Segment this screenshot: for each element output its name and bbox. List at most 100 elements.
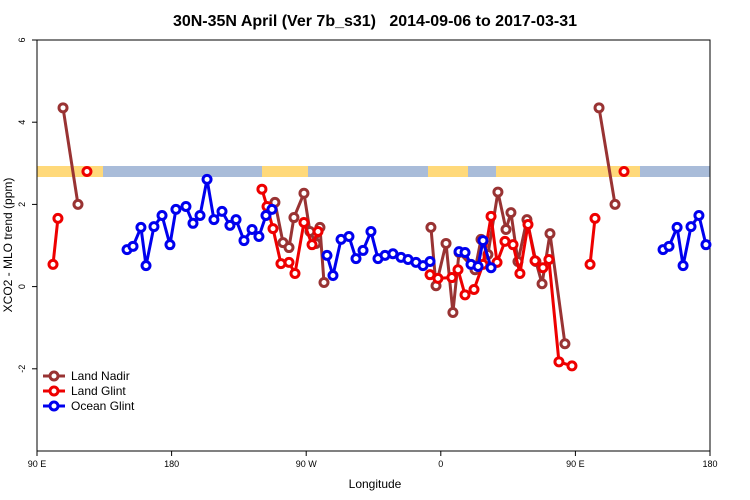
data-point	[357, 244, 369, 256]
data-point	[685, 221, 697, 233]
chart-title: 30N-35N April (Ver 7b_s31) 2014-09-06 to…	[173, 13, 577, 30]
data-point	[298, 216, 310, 228]
x-tick-label: 180	[164, 459, 179, 469]
data-point	[432, 272, 444, 284]
data-point	[72, 198, 84, 210]
data-point	[485, 210, 497, 222]
legend-label: Land Glint	[71, 384, 126, 398]
data-point	[492, 186, 504, 198]
data-point	[446, 272, 458, 284]
data-point	[522, 219, 534, 231]
data-point	[425, 221, 437, 233]
x-tick-label: 0	[438, 459, 443, 469]
data-point	[164, 239, 176, 251]
data-point	[663, 240, 675, 252]
data-point	[671, 221, 683, 233]
data-point	[677, 260, 689, 272]
data-point	[693, 209, 705, 221]
legend-label: Ocean Glint	[71, 399, 135, 413]
y-tick-label: 6	[17, 37, 27, 42]
data-point	[343, 230, 355, 242]
data-point	[537, 262, 549, 274]
legend-swatch-point	[48, 385, 60, 397]
y-axis-label: XCO2 - MLO trend (ppm)	[1, 178, 15, 313]
data-point	[201, 173, 213, 185]
data-point	[156, 209, 168, 221]
x-tick-label: 90 E	[566, 459, 585, 469]
data-point	[170, 203, 182, 215]
data-point	[544, 228, 556, 240]
data-point	[553, 356, 565, 368]
data-point	[365, 226, 377, 238]
y-tick-label: 2	[17, 202, 27, 207]
data-point	[298, 187, 310, 199]
data-point	[485, 262, 497, 274]
data-point	[224, 219, 236, 231]
data-point	[468, 283, 480, 295]
data-point	[289, 267, 301, 279]
data-point	[477, 235, 489, 247]
data-point	[459, 246, 471, 258]
data-point	[543, 253, 555, 265]
data-point	[57, 102, 69, 114]
y-tick-label: 4	[17, 120, 27, 125]
data-point	[306, 239, 318, 251]
x-tick-label: 90 W	[296, 459, 318, 469]
data-point	[500, 223, 512, 235]
data-point	[350, 253, 362, 265]
data-point	[52, 212, 64, 224]
data-point	[529, 255, 541, 267]
data-point	[321, 249, 333, 261]
data-point	[514, 267, 526, 279]
data-point	[566, 360, 578, 372]
x-axis-label: Longitude	[349, 477, 402, 491]
legend-swatch-point	[48, 400, 60, 412]
data-point	[609, 198, 621, 210]
data-point	[135, 221, 147, 233]
data-point	[81, 166, 93, 178]
legend-swatch-point	[48, 370, 60, 382]
data-point	[267, 223, 279, 235]
data-point	[424, 256, 436, 268]
data-point	[238, 235, 250, 247]
data-point	[584, 258, 596, 270]
data-point	[148, 221, 160, 233]
data-point	[140, 260, 152, 272]
data-point	[312, 226, 324, 238]
data-point	[194, 209, 206, 221]
data-point	[472, 260, 484, 272]
data-point	[260, 209, 272, 221]
data-point	[459, 289, 471, 301]
data-point	[283, 242, 295, 254]
data-point	[288, 212, 300, 224]
data-point	[507, 239, 519, 251]
x-tick-label: 180	[702, 459, 717, 469]
data-point	[318, 276, 330, 288]
data-point	[440, 237, 452, 249]
data-point	[452, 264, 464, 276]
data-point	[256, 183, 268, 195]
data-point	[246, 223, 258, 235]
data-point	[700, 239, 712, 251]
data-point	[230, 214, 242, 226]
data-point	[216, 205, 228, 217]
data-point	[505, 207, 517, 219]
data-point	[559, 338, 571, 350]
data-point	[536, 278, 548, 290]
data-point	[47, 258, 59, 270]
data-point	[447, 306, 459, 318]
data-point	[327, 270, 339, 282]
legend-label: Land Nadir	[71, 369, 130, 383]
y-tick-label: 0	[17, 284, 27, 289]
x-tick-label: 90 E	[28, 459, 47, 469]
data-point	[283, 256, 295, 268]
data-point	[266, 203, 278, 215]
data-point	[387, 248, 399, 260]
data-point	[618, 166, 630, 178]
data-point	[589, 212, 601, 224]
y-tick-label: -2	[17, 365, 27, 373]
data-point	[180, 200, 192, 212]
data-point	[127, 240, 139, 252]
data-point	[208, 214, 220, 226]
